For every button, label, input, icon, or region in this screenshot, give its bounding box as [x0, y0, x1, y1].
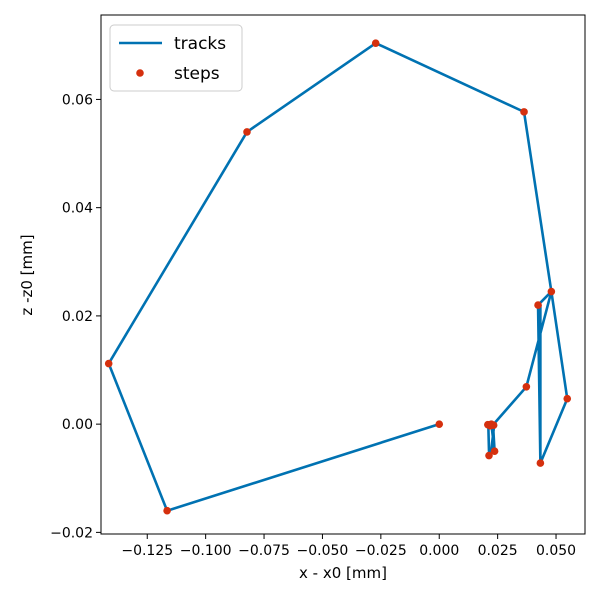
legend-tracks-label: tracks [174, 34, 226, 54]
step-point [563, 394, 572, 403]
y-tick-label: 0.06 [62, 92, 93, 108]
x-tick-label: 0.050 [536, 543, 576, 559]
x-tick-label: 0.000 [419, 543, 459, 559]
plot-area [101, 15, 585, 534]
x-tick-label: 0.025 [478, 543, 518, 559]
step-point [486, 421, 494, 430]
legend: tracks steps [109, 24, 243, 92]
step-point [520, 108, 528, 116]
step-point [534, 301, 542, 309]
y-tick-label: 0.04 [62, 201, 93, 217]
x-tick-label: −0.100 [180, 543, 232, 559]
x-tick-label: −0.075 [238, 543, 290, 559]
legend-steps-label: steps [174, 64, 220, 84]
axes-layer: −0.125 −0.100 −0.075 −0.050 −0.025 0.000 0.025… [50, 92, 576, 559]
series-layer [104, 39, 572, 515]
x-axis-title: x - x0 [mm] [299, 564, 387, 582]
step-point [536, 459, 545, 467]
x-tick-label: −0.025 [355, 543, 407, 559]
step-point [485, 451, 493, 460]
step-point [547, 287, 556, 296]
y-axis-title: z -z0 [mm] [18, 234, 36, 315]
x-tick-label: −0.125 [121, 543, 173, 559]
step-point [104, 359, 113, 368]
y-tick-label: 0.00 [62, 417, 93, 433]
step-point [243, 128, 251, 136]
y-tick-label: −0.02 [50, 525, 93, 541]
step-point [490, 447, 499, 455]
step-point [435, 420, 444, 428]
x-tick-label: −0.050 [297, 543, 349, 559]
step-point [163, 506, 171, 515]
plot-frame [100, 14, 586, 535]
step-point [522, 382, 531, 391]
y-tick-label: 0.02 [62, 309, 93, 325]
legend-steps-swatch [136, 69, 144, 77]
step-point [371, 39, 380, 47]
